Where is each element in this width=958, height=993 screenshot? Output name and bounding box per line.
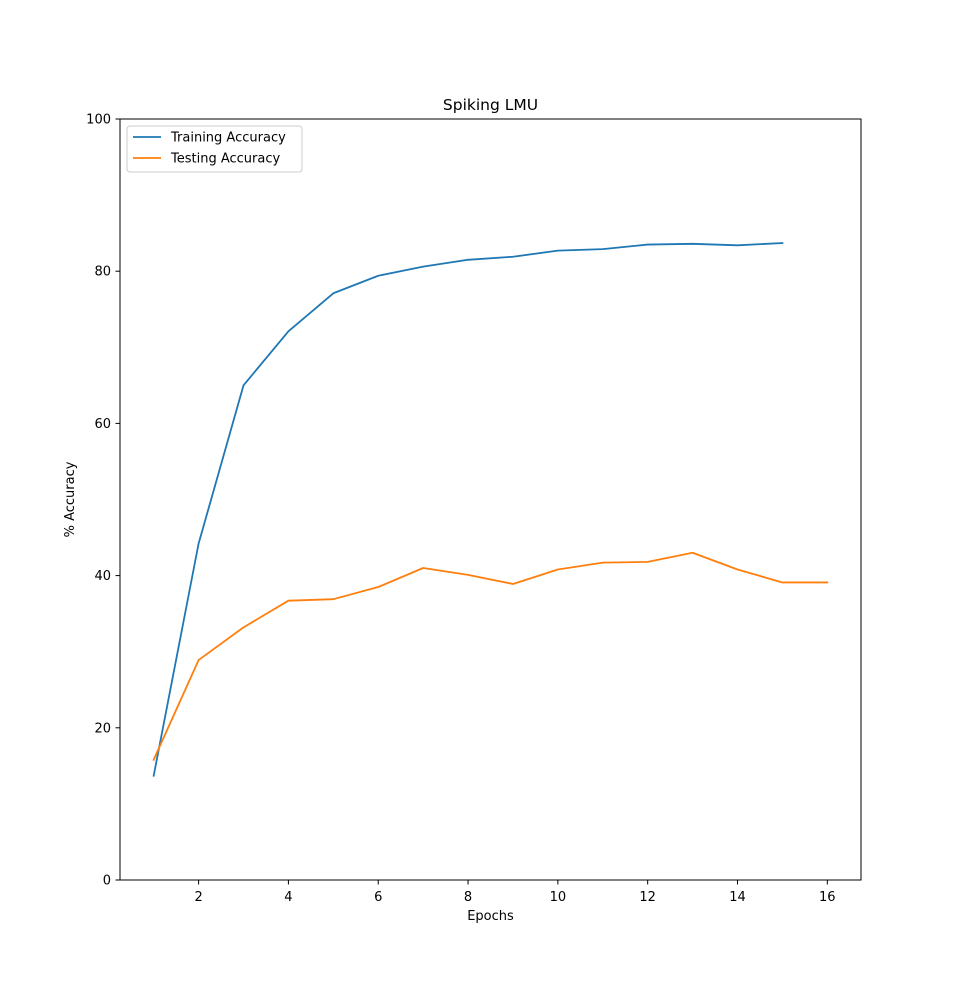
x-tick-label: 14 bbox=[729, 890, 746, 905]
y-axis: 0 20 40 60 80 100 bbox=[86, 113, 120, 889]
x-tick-label: 6 bbox=[374, 890, 382, 905]
series-layer bbox=[152, 242, 829, 777]
legend-label: Training Accuracy bbox=[170, 131, 286, 146]
y-tick-label: 80 bbox=[94, 265, 111, 280]
series-line-testing-accuracy bbox=[152, 551, 829, 761]
x-axis: 2 4 6 8 10 12 14 16 bbox=[194, 880, 836, 905]
x-axis-label: Epochs bbox=[467, 909, 514, 924]
x-tick-label: 12 bbox=[639, 890, 656, 905]
x-tick-label: 2 bbox=[194, 890, 202, 905]
plot-area bbox=[119, 118, 862, 881]
legend: Training Accuracy Testing Accuracy bbox=[126, 125, 303, 173]
series-line-training-accuracy bbox=[152, 242, 784, 777]
y-tick-label: 0 bbox=[103, 874, 111, 889]
y-tick-label: 100 bbox=[86, 113, 111, 128]
axes-frame bbox=[119, 118, 862, 881]
y-tick-label: 40 bbox=[94, 569, 111, 584]
legend-label: Testing Accuracy bbox=[170, 152, 280, 167]
y-tick-label: 60 bbox=[94, 417, 111, 432]
x-tick-label: 16 bbox=[819, 890, 836, 905]
x-tick-label: 10 bbox=[550, 890, 567, 905]
x-tick-label: 4 bbox=[284, 890, 292, 905]
chart-title: Spiking LMU bbox=[443, 96, 538, 114]
y-axis-label: % Accuracy bbox=[63, 461, 78, 537]
y-tick-label: 20 bbox=[94, 721, 111, 736]
x-tick-label: 8 bbox=[464, 890, 472, 905]
legend-box bbox=[126, 125, 303, 173]
